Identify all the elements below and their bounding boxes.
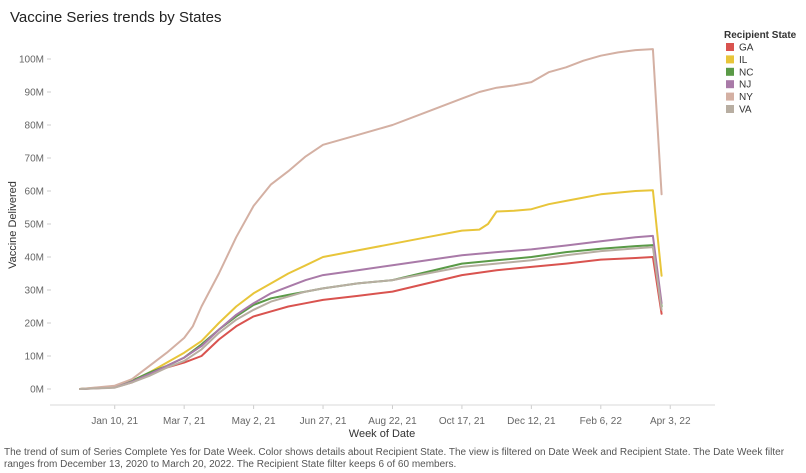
legend-swatch-va[interactable]: [726, 105, 734, 113]
series-line-il[interactable]: [79, 189, 663, 390]
x-tick-label: Mar 7, 21: [163, 416, 206, 427]
legend-label-ny[interactable]: NY: [739, 92, 753, 103]
x-tick-label: Dec 12, 21: [507, 416, 556, 427]
legend-label-il[interactable]: IL: [739, 55, 748, 66]
x-axis-title: Week of Date: [349, 428, 415, 440]
legend-label-ga[interactable]: GA: [739, 43, 754, 54]
series-line-va[interactable]: [79, 246, 663, 390]
legend-label-nj[interactable]: NJ: [739, 80, 751, 91]
x-tick-label: Apr 3, 22: [650, 416, 691, 427]
line-chart: 0M 10M 20M 30M 40M 50M 60M 70M 80M 90M 100M Jan 10…: [7, 30, 797, 440]
x-tick-label: Jan 10, 21: [91, 416, 138, 427]
legend-swatch-nc[interactable]: [726, 67, 734, 76]
chart-caption: The trend of sum of Series Complete Yes …: [4, 447, 785, 470]
x-tick-label: May 2, 21: [232, 416, 276, 427]
legend-swatch-ga[interactable]: [726, 43, 734, 51]
series-lines: [79, 48, 663, 390]
legend-swatch-ny[interactable]: [726, 92, 734, 101]
x-tick-label: Aug 22, 21: [368, 416, 417, 427]
y-tick-label: 60M: [25, 187, 44, 198]
legend-label-nc[interactable]: NC: [739, 67, 753, 78]
y-tick-label: 70M: [25, 154, 44, 165]
legend-label-va[interactable]: VA: [739, 105, 752, 116]
y-tick-label: 20M: [25, 319, 44, 330]
y-tick-label: 100M: [19, 55, 44, 66]
y-tick-label: 80M: [25, 121, 44, 132]
y-tick-label: 40M: [25, 253, 44, 264]
series-line-nj[interactable]: [79, 234, 663, 390]
series-line-ga[interactable]: [79, 256, 663, 390]
x-axis-ticks: Jan 10, 21 Mar 7, 21 May 2, 21 Jun 27, 21 Au…: [91, 405, 691, 427]
legend-swatch-il[interactable]: [726, 55, 734, 64]
y-tick-label: 10M: [25, 352, 44, 363]
y-tick-label: 50M: [25, 220, 44, 231]
legend-swatch-nj[interactable]: [726, 80, 734, 89]
series-line-ny[interactable]: [79, 48, 663, 390]
y-tick-label: 0M: [30, 385, 44, 396]
chart-title: Vaccine Series trends by States: [10, 9, 222, 26]
x-tick-label: Oct 17, 21: [439, 416, 486, 427]
y-tick-label: 90M: [25, 88, 44, 99]
legend-title: Recipient State: [724, 30, 797, 41]
x-tick-label: Feb 6, 22: [580, 416, 623, 427]
x-tick-label: Jun 27, 21: [300, 416, 347, 427]
y-axis-title: Vaccine Delivered: [7, 181, 19, 269]
y-axis-ticks: 0M 10M 20M 30M 40M 50M 60M 70M 80M 90M 100M: [19, 55, 51, 396]
y-tick-label: 30M: [25, 286, 44, 297]
